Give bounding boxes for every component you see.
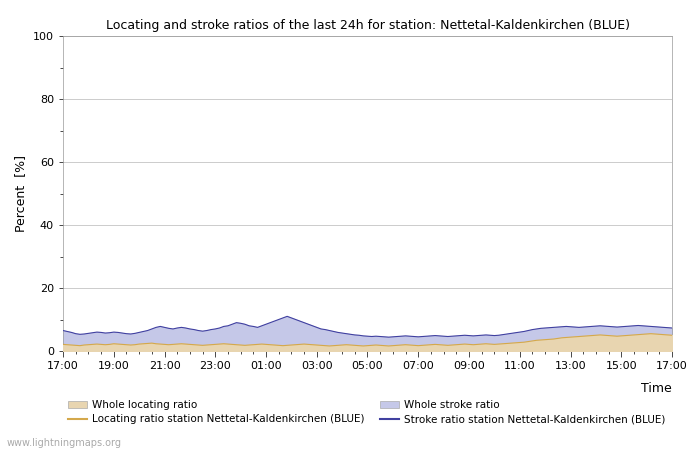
Legend: Whole locating ratio, Locating ratio station Nettetal-Kaldenkirchen (BLUE), Whol: Whole locating ratio, Locating ratio sta… — [68, 400, 666, 424]
Text: Time: Time — [641, 382, 672, 396]
Y-axis label: Percent  [%]: Percent [%] — [15, 155, 27, 232]
Text: www.lightningmaps.org: www.lightningmaps.org — [7, 438, 122, 448]
Title: Locating and stroke ratios of the last 24h for station: Nettetal-Kaldenkirchen (: Locating and stroke ratios of the last 2… — [106, 19, 629, 32]
